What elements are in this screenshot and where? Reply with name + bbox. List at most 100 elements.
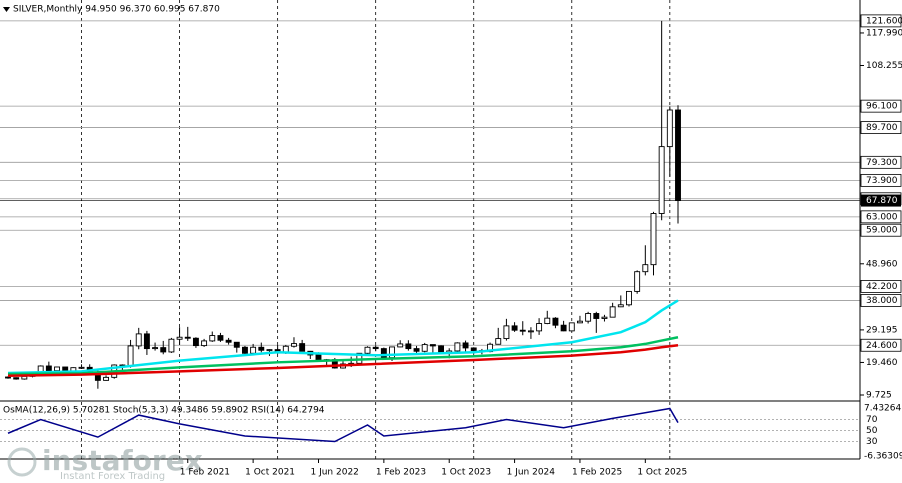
candle-body bbox=[225, 339, 232, 343]
candle-body bbox=[127, 345, 134, 367]
candle-body bbox=[544, 317, 551, 324]
candle-body bbox=[527, 330, 534, 333]
level-label-box bbox=[860, 173, 902, 187]
indicator-tick-label: 50 bbox=[866, 426, 878, 436]
x-tick-label: 1 Feb 2021 bbox=[180, 468, 230, 478]
candle-body bbox=[192, 337, 199, 347]
candle-body bbox=[609, 306, 616, 318]
candle-body bbox=[152, 347, 159, 350]
level-label-box bbox=[860, 338, 902, 352]
x-tick-label: 1 Oct 2021 bbox=[245, 468, 295, 478]
moving-average bbox=[7, 336, 679, 376]
candle-body bbox=[397, 343, 404, 348]
level-label: 42.200 bbox=[866, 282, 898, 292]
candle-body bbox=[21, 375, 28, 380]
candle-body bbox=[13, 377, 20, 380]
level-label-box bbox=[860, 294, 902, 307]
candle-body bbox=[103, 376, 109, 381]
candle-body bbox=[62, 366, 69, 372]
level-label-box bbox=[860, 210, 902, 224]
candle-body bbox=[135, 333, 142, 347]
candle-body bbox=[201, 340, 208, 347]
level-label: 96.100 bbox=[866, 102, 898, 112]
candle-body bbox=[495, 338, 502, 345]
level-label: 63.000 bbox=[866, 212, 898, 222]
candle-body bbox=[585, 313, 592, 322]
candle-body bbox=[217, 335, 224, 341]
candle-body bbox=[634, 271, 641, 292]
y-tick-label: 29.195 bbox=[866, 325, 898, 335]
candle-body bbox=[5, 376, 11, 379]
candle-body bbox=[601, 316, 608, 319]
candle-body bbox=[242, 346, 248, 354]
candle-body bbox=[552, 317, 559, 326]
x-tick-label: 1 Jun 2022 bbox=[310, 468, 358, 478]
candle-body bbox=[503, 325, 510, 340]
level-label-box bbox=[860, 280, 902, 293]
last-price-box bbox=[861, 194, 901, 207]
level-label: 38.000 bbox=[866, 296, 898, 306]
candle-body bbox=[168, 338, 175, 353]
candle-body bbox=[626, 290, 632, 306]
y-tick-label: 19.460 bbox=[866, 358, 898, 368]
level-label: 73.900 bbox=[866, 176, 898, 186]
candle-body bbox=[421, 344, 428, 352]
candle-body bbox=[315, 354, 322, 361]
price-pane bbox=[5, 20, 681, 389]
candle-body bbox=[519, 329, 526, 332]
x-tick-label: 1 Feb 2025 bbox=[572, 468, 622, 478]
candle-body bbox=[160, 347, 167, 353]
candle-body bbox=[45, 365, 52, 372]
candle-body bbox=[184, 336, 191, 339]
candle-body bbox=[364, 346, 371, 354]
candle-body bbox=[568, 322, 575, 332]
candle-body bbox=[413, 348, 420, 352]
y-tick-label: 117.990 bbox=[866, 28, 902, 38]
indicator-tick-label: 70 bbox=[866, 415, 878, 425]
candle-body bbox=[405, 343, 412, 350]
candle-body bbox=[666, 109, 673, 148]
moving-average bbox=[7, 299, 679, 375]
candle-body bbox=[291, 343, 297, 347]
watermark-brand: instaforex bbox=[42, 444, 203, 477]
level-label-box bbox=[860, 155, 902, 169]
level-label: 24.600 bbox=[866, 341, 898, 351]
grid-layer bbox=[0, 0, 860, 459]
candle-body bbox=[176, 336, 183, 340]
candle-body bbox=[454, 342, 461, 352]
candle-body bbox=[299, 343, 306, 352]
y-tick-label: 9.725 bbox=[866, 391, 892, 401]
last-price-label: 67.870 bbox=[866, 196, 898, 206]
moving-average bbox=[7, 344, 679, 377]
level-label: 59.000 bbox=[866, 226, 898, 236]
level-label-box bbox=[860, 99, 902, 113]
candle-body bbox=[593, 313, 600, 319]
candle-body bbox=[577, 320, 583, 324]
candle-body bbox=[258, 346, 265, 351]
x-tick-label: 1 Oct 2023 bbox=[441, 468, 491, 478]
candle-body bbox=[675, 109, 681, 202]
symbol-icon bbox=[3, 7, 10, 12]
x-tick-label: 1 Jun 2024 bbox=[507, 468, 556, 478]
candle-body bbox=[78, 366, 85, 369]
candle-body bbox=[511, 325, 518, 331]
level-label: 79.300 bbox=[866, 158, 898, 168]
candle-body bbox=[250, 346, 257, 354]
y-tick-label: 48.960 bbox=[866, 259, 898, 269]
level-label-box bbox=[860, 14, 902, 28]
chart-header: SILVER,Monthly 94.950 96.370 60.995 67.8… bbox=[13, 5, 220, 15]
candle-body bbox=[372, 346, 379, 350]
candle-body bbox=[429, 344, 436, 347]
candle-body bbox=[209, 335, 216, 342]
candle-body bbox=[536, 323, 543, 332]
watermark-logo bbox=[7, 447, 37, 477]
indicator-tick-label: 30 bbox=[866, 437, 878, 447]
candle-body bbox=[438, 345, 444, 354]
level-label: 121.600 bbox=[866, 16, 902, 26]
indicator-scale-top: 7.43264 bbox=[864, 404, 901, 414]
watermark: instaforex Instant Forex Trading bbox=[7, 444, 203, 482]
rsi-line bbox=[7, 407, 679, 443]
